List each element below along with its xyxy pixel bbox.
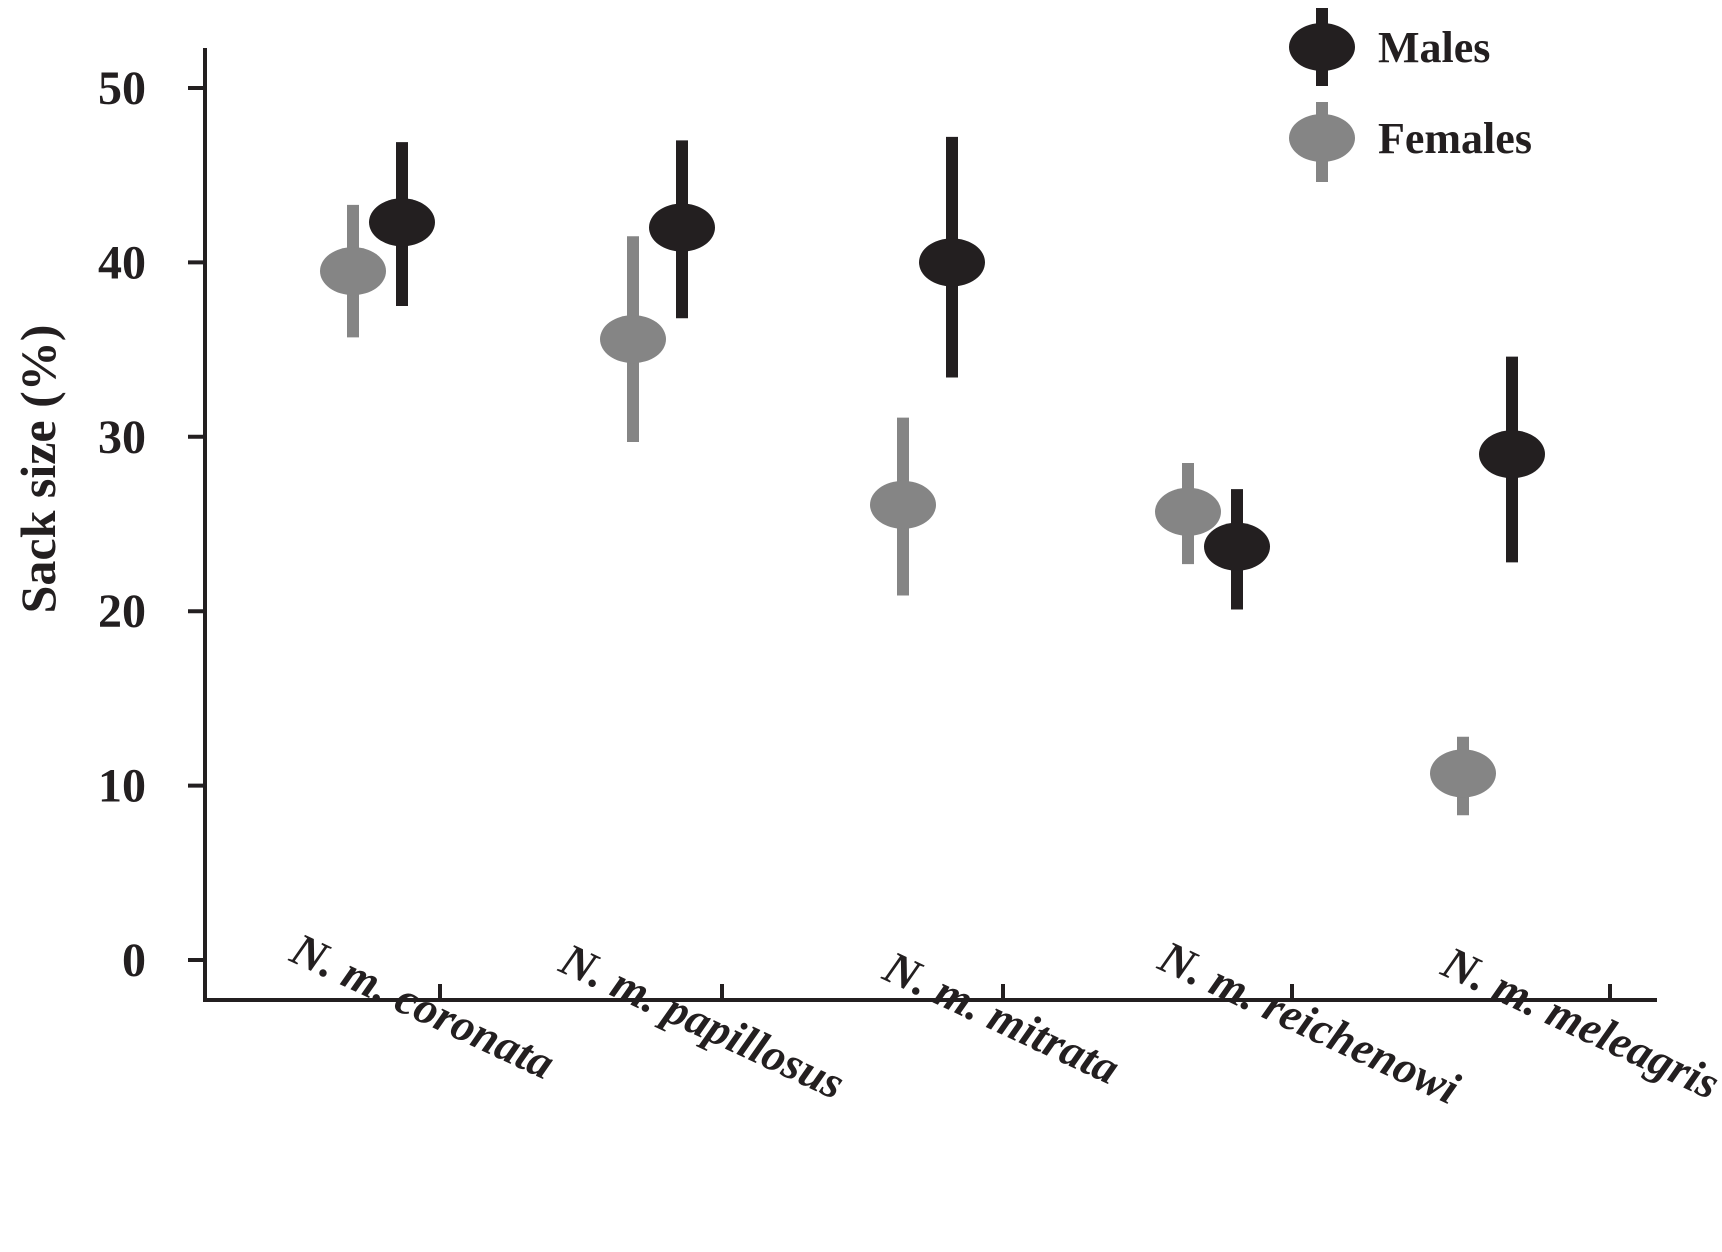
series-males xyxy=(369,136,1545,610)
x-category-label: N. m. reichenowi xyxy=(1151,930,1468,1114)
legend-label: Males xyxy=(1378,23,1490,72)
data-point xyxy=(600,315,666,364)
data-point xyxy=(919,238,985,287)
legend-label: Females xyxy=(1378,114,1532,163)
legend-item-females: Females xyxy=(1289,102,1532,182)
data-point xyxy=(649,203,715,252)
y-tick-label: 0 xyxy=(122,934,146,987)
series-females xyxy=(320,204,1496,816)
legend-marker xyxy=(1289,23,1355,71)
y-tick-label: 20 xyxy=(98,585,146,638)
y-axis-label: Sack size (%) xyxy=(10,325,66,614)
legend: Males Females xyxy=(1289,8,1532,182)
data-point xyxy=(1430,749,1496,798)
x-category-label: N. m. coronata xyxy=(283,923,563,1090)
y-tick-label: 40 xyxy=(98,236,146,289)
axes xyxy=(203,48,1657,1002)
legend-marker xyxy=(1289,114,1355,162)
data-point xyxy=(1204,522,1270,571)
x-category-label: N. m. meleagris xyxy=(1434,936,1722,1109)
data-point xyxy=(369,198,435,247)
y-ticks: 0 10 20 30 40 50 xyxy=(98,62,205,987)
data-point xyxy=(1479,430,1545,479)
data-point xyxy=(1155,487,1221,536)
data-marks xyxy=(320,136,1545,816)
y-tick-label: 30 xyxy=(98,411,146,464)
legend-item-males: Males xyxy=(1289,8,1490,86)
data-point xyxy=(870,480,936,529)
y-tick-label: 50 xyxy=(98,62,146,115)
x-category-label: N. m. mitrata xyxy=(876,940,1128,1094)
y-tick-label: 10 xyxy=(98,760,146,813)
x-category-label: N. m. papillosus xyxy=(552,933,852,1109)
data-point xyxy=(320,247,386,296)
